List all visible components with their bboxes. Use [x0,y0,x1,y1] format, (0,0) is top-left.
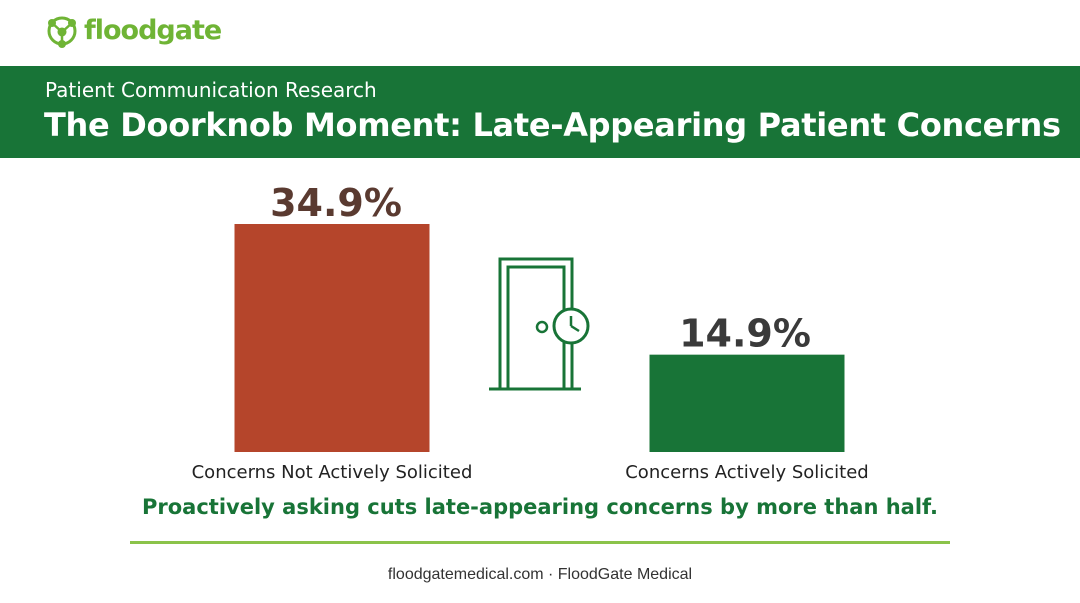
bar-value-label-1: 14.9% [679,312,811,356]
brand-name: floodgate [84,14,222,46]
footer-credit: floodgatemedical.com · FloodGate Medical [387,566,693,583]
page-title: The Doorknob Moment: Late-Appearing Pati… [44,106,1061,144]
brand-logo: floodgate [44,12,222,48]
category-label-0: Concerns Not Actively Solicited [192,462,473,483]
molecule-icon [47,16,77,48]
divider [130,541,950,544]
page-subtitle: Patient Communication Research [45,78,377,102]
chart-caption: Proactively asking cuts late-appearing c… [142,495,938,519]
category-label-1: Concerns Actively Solicited [625,462,869,483]
bar-0 [234,224,430,452]
door-with-clock-icon [489,257,590,391]
bar-1 [649,354,845,452]
header-banner: Patient Communication Research The Doork… [0,66,1080,158]
bar-value-label-0: 34.9% [270,181,402,225]
